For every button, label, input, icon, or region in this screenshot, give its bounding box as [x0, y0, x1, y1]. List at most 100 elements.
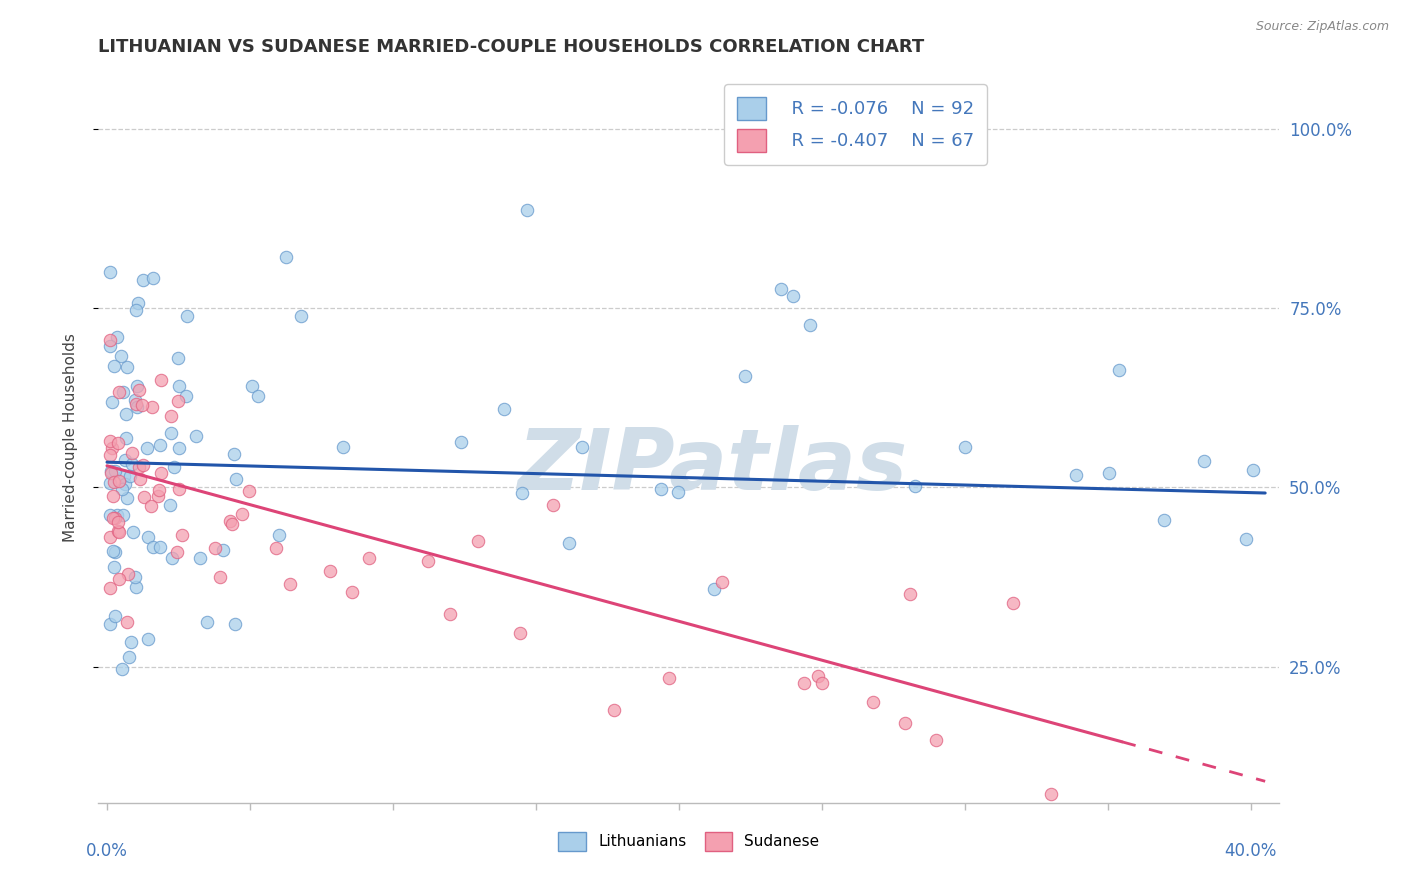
Point: [710, 575, 733, 590]
Point: [121, 458, 143, 472]
Point: [603, 703, 626, 717]
Point: [512, 486, 534, 500]
Point: [142, 541, 165, 555]
Point: [142, 271, 165, 285]
Point: [953, 440, 976, 454]
Point: [416, 554, 439, 568]
Point: [104, 545, 127, 559]
Point: [769, 282, 792, 296]
Point: [127, 296, 149, 310]
Point: [894, 716, 917, 731]
Point: [141, 499, 163, 513]
Point: [103, 359, 125, 374]
Point: [103, 560, 125, 574]
Point: [166, 393, 188, 408]
Point: [132, 458, 155, 472]
Point: [658, 671, 681, 685]
Point: [290, 309, 312, 323]
Point: [110, 349, 132, 363]
Point: [112, 508, 135, 522]
Point: [98, 434, 121, 448]
Point: [105, 330, 128, 344]
Point: [450, 434, 472, 449]
Point: [188, 550, 211, 565]
Point: [516, 203, 538, 218]
Point: [136, 632, 159, 646]
Point: [104, 464, 127, 478]
Point: [167, 441, 190, 455]
Point: [127, 400, 149, 414]
Point: [136, 441, 159, 455]
Point: [101, 510, 124, 524]
Point: [224, 447, 246, 461]
Point: [129, 472, 152, 486]
Point: [125, 303, 148, 318]
Point: [176, 310, 198, 324]
Point: [811, 676, 834, 690]
Point: [146, 489, 169, 503]
Point: [98, 339, 121, 353]
Point: [107, 385, 129, 400]
Point: [124, 397, 146, 411]
Point: [108, 572, 131, 586]
Point: [571, 440, 593, 454]
Point: [149, 467, 172, 481]
Point: [904, 479, 927, 493]
Point: [332, 440, 354, 454]
Point: [107, 524, 129, 538]
Point: [103, 475, 125, 489]
Point: [98, 508, 121, 522]
Point: [174, 389, 197, 403]
Point: [1192, 453, 1215, 467]
Point: [111, 385, 134, 400]
Point: [117, 491, 139, 505]
Point: [247, 388, 270, 402]
Legend: Lithuanians, Sudanese: Lithuanians, Sudanese: [553, 825, 825, 857]
Point: [121, 445, 143, 459]
Text: ZIPatlas: ZIPatlas: [517, 425, 908, 508]
Point: [120, 469, 142, 483]
Point: [98, 476, 121, 491]
Point: [114, 452, 136, 467]
Point: [118, 650, 141, 665]
Point: [101, 544, 124, 558]
Point: [195, 615, 218, 629]
Point: [134, 490, 156, 504]
Point: [122, 525, 145, 540]
Point: [101, 489, 124, 503]
Point: [492, 402, 515, 417]
Point: [104, 510, 127, 524]
Point: [799, 318, 821, 332]
Point: [925, 733, 948, 747]
Point: [898, 587, 921, 601]
Point: [107, 474, 129, 488]
Point: [1241, 463, 1264, 477]
Point: [100, 466, 122, 480]
Point: [1040, 788, 1063, 802]
Point: [666, 484, 689, 499]
Point: [319, 564, 342, 578]
Point: [98, 448, 121, 462]
Point: [104, 609, 127, 624]
Point: [160, 409, 183, 424]
Point: [111, 662, 134, 676]
Point: [108, 525, 131, 540]
Point: [107, 436, 129, 450]
Point: [98, 581, 121, 595]
Point: [1064, 467, 1087, 482]
Point: [1295, 606, 1317, 620]
Point: [105, 508, 128, 522]
Point: [276, 250, 298, 264]
Point: [166, 351, 188, 365]
Point: [136, 530, 159, 544]
Point: [184, 429, 207, 443]
Point: [132, 273, 155, 287]
Point: [509, 625, 531, 640]
Point: [127, 379, 149, 393]
Point: [342, 584, 364, 599]
Point: [782, 289, 804, 303]
Point: [225, 472, 247, 486]
Point: [238, 483, 260, 498]
Text: 0.0%: 0.0%: [86, 842, 128, 860]
Point: [98, 530, 121, 544]
